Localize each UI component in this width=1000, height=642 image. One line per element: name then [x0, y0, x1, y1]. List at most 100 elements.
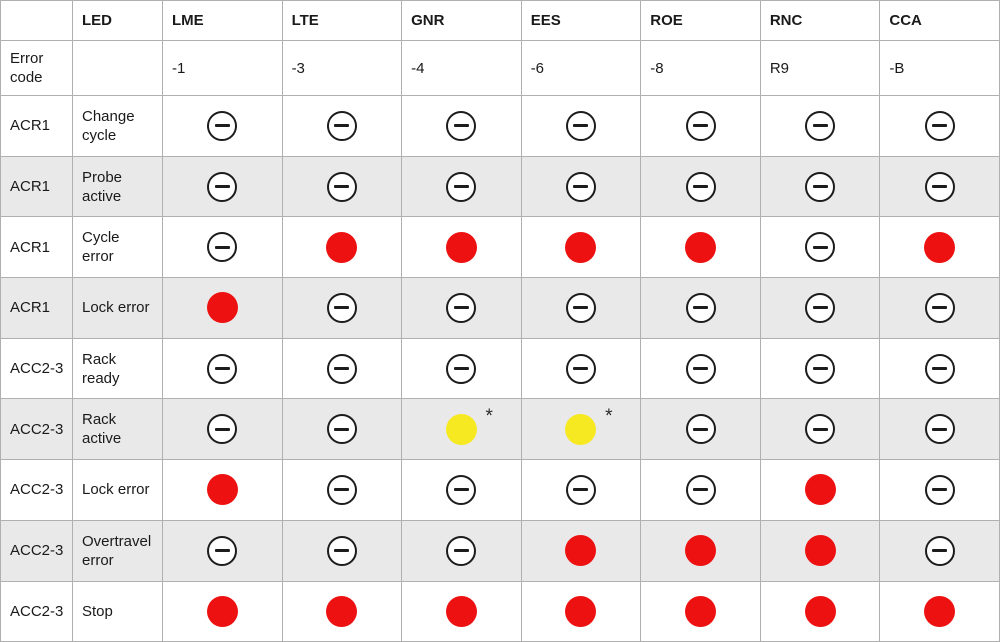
led-state-cell — [401, 216, 522, 279]
led-off-circle-minus-icon — [446, 353, 477, 384]
red-dot-icon — [804, 535, 836, 567]
led-off-circle-minus-icon — [326, 414, 357, 445]
led-on-red-indicator — [924, 231, 956, 263]
led-column-header: LED — [72, 0, 163, 41]
led-off-circle-minus-icon — [446, 535, 477, 566]
led-state-cell — [759, 459, 881, 521]
led-state-cell — [520, 216, 642, 279]
led-state-cell — [281, 398, 403, 461]
led-on-red-indicator — [326, 231, 358, 263]
led-off-circle-minus-icon — [326, 171, 357, 202]
minus-bar-icon — [214, 124, 230, 128]
led-off-circle-minus-icon — [924, 474, 955, 505]
led-state-cell — [162, 277, 283, 339]
led-state-cell — [640, 580, 761, 642]
led-on-red-indicator — [685, 595, 717, 627]
minus-bar-icon — [693, 124, 709, 128]
minus-bar-icon — [453, 306, 469, 310]
led-off-circle-minus-icon — [326, 535, 357, 566]
minus-bar-icon — [932, 488, 948, 492]
device-column-header: EES — [520, 0, 642, 41]
led-on-red-indicator — [804, 474, 836, 506]
led-on-red-indicator — [565, 595, 597, 627]
led-off-circle-minus-icon — [805, 414, 836, 445]
minus-bar-icon — [453, 185, 469, 189]
led-off-circle-minus-icon — [924, 414, 955, 445]
led-on-red-indicator — [445, 231, 477, 263]
led-off-circle-minus-icon — [685, 414, 716, 445]
led-state-cell — [281, 459, 403, 521]
led-state-cell — [281, 337, 403, 400]
led-state-cell — [281, 95, 403, 157]
led-off-circle-minus-icon — [805, 232, 836, 263]
led-label: Cycle error — [72, 216, 163, 279]
error-code-row: Error code -1 -3 -4 -6 -8 R9 -B — [0, 40, 1000, 96]
led-off-circle-minus-icon — [207, 110, 238, 141]
red-dot-icon — [326, 595, 358, 627]
table-row: ACC2-3 Overtravel error — [0, 519, 1000, 582]
minus-bar-icon — [214, 367, 230, 371]
red-dot-icon — [924, 231, 956, 263]
led-state-cell — [401, 580, 522, 642]
led-on-red-indicator — [924, 595, 956, 627]
yellow-dot-icon — [445, 413, 477, 445]
led-off-circle-minus-icon — [207, 414, 238, 445]
error-code-cell: -6 — [520, 40, 642, 96]
error-code-cell: -3 — [281, 40, 403, 96]
led-state-cell — [759, 277, 881, 339]
error-code-cell: -B — [879, 40, 1000, 96]
red-dot-icon — [804, 595, 836, 627]
led-state-cell — [759, 580, 881, 642]
device-label: ACC2-3 — [0, 459, 73, 521]
led-state-cell — [281, 580, 403, 642]
minus-bar-icon — [812, 124, 828, 128]
led-off-circle-minus-icon — [326, 474, 357, 505]
led-off-circle-minus-icon — [565, 292, 596, 323]
led-on-red-indicator — [326, 595, 358, 627]
led-state-cell — [879, 398, 1000, 461]
led-on-red-indicator — [565, 231, 597, 263]
minus-bar-icon — [932, 124, 948, 128]
led-off-circle-minus-icon — [565, 353, 596, 384]
red-dot-icon — [206, 292, 238, 324]
led-state-cell — [640, 216, 761, 279]
led-off-circle-minus-icon — [685, 110, 716, 141]
error-code-cell: -1 — [162, 40, 283, 96]
minus-bar-icon — [214, 185, 230, 189]
led-on-red-indicator — [445, 595, 477, 627]
red-dot-icon — [445, 231, 477, 263]
minus-bar-icon — [334, 124, 350, 128]
minus-bar-icon — [932, 367, 948, 371]
led-off-circle-minus-icon — [805, 292, 836, 323]
red-dot-icon — [326, 231, 358, 263]
led-off-circle-minus-icon — [326, 110, 357, 141]
led-state-cell — [162, 580, 283, 642]
led-state-cell — [879, 155, 1000, 218]
device-column-header: GNR — [401, 0, 522, 41]
footnote-asterisk: * — [485, 405, 493, 427]
led-state-cell — [162, 519, 283, 582]
led-on-red-indicator — [804, 535, 836, 567]
led-label: Lock error — [72, 459, 163, 521]
led-state-cell — [640, 95, 761, 157]
led-state-cell — [401, 459, 522, 521]
device-column-header: ROE — [640, 0, 761, 41]
table-row: ACR1 Change cycle — [0, 95, 1000, 157]
device-column-header: LME — [162, 0, 283, 41]
led-label: Probe active — [72, 155, 163, 218]
device-column-header: CCA — [879, 0, 1000, 41]
led-off-circle-minus-icon — [924, 110, 955, 141]
table-row: ACC2-3 Rack ready — [0, 337, 1000, 400]
minus-bar-icon — [812, 306, 828, 310]
minus-bar-icon — [214, 245, 230, 249]
device-label: ACR1 — [0, 155, 73, 218]
table-row: ACR1 Probe active — [0, 155, 1000, 218]
led-off-circle-minus-icon — [446, 292, 477, 323]
minus-bar-icon — [693, 367, 709, 371]
led-on-red-indicator — [206, 595, 238, 627]
led-state-cell — [401, 519, 522, 582]
led-state-cell — [640, 398, 761, 461]
led-state-cell — [401, 95, 522, 157]
corner-cell — [0, 0, 73, 41]
minus-bar-icon — [334, 367, 350, 371]
